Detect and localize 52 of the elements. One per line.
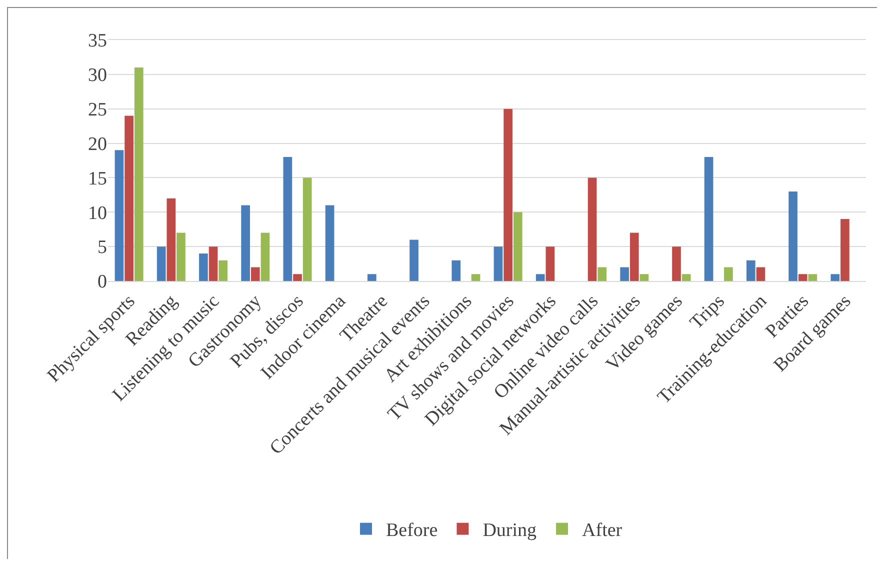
bar: [176, 232, 186, 281]
bar: [598, 267, 607, 281]
bar: [746, 260, 756, 281]
bar: [166, 198, 176, 281]
bar: [724, 267, 733, 281]
y-tick-label: 30: [88, 65, 107, 86]
bar: [471, 274, 480, 281]
bar: [830, 274, 840, 281]
y-tick-label: 25: [88, 100, 107, 121]
legend-label: Before: [386, 520, 438, 542]
bar: [630, 232, 639, 281]
bar: [199, 253, 208, 281]
legend-label: After: [582, 520, 623, 542]
bar: [260, 232, 270, 281]
bar: [620, 267, 629, 281]
bar: [302, 178, 312, 281]
bar: [536, 274, 545, 281]
bar: [546, 246, 555, 281]
bar: [218, 260, 228, 281]
bar: [798, 274, 808, 281]
y-tick-label: 20: [88, 134, 107, 155]
bar: [808, 274, 818, 281]
bar: [756, 267, 766, 281]
bar: [682, 274, 691, 281]
bar: [134, 68, 144, 281]
bar: [640, 274, 649, 281]
bar: [513, 212, 522, 281]
bar: [124, 116, 134, 281]
bar: [250, 267, 260, 281]
y-tick-label: 0: [98, 272, 107, 293]
bar: [494, 246, 503, 281]
bar: [840, 219, 850, 281]
bar: [788, 191, 798, 281]
bar: [208, 246, 218, 281]
bar: [283, 157, 292, 281]
y-tick-label: 15: [88, 168, 107, 190]
bar: [114, 150, 124, 281]
bar: [588, 178, 597, 281]
y-tick-label: 10: [88, 202, 107, 224]
bar: [293, 274, 302, 281]
bar: [367, 274, 376, 281]
bar: [410, 240, 418, 281]
y-tick-label: 35: [88, 30, 107, 52]
bar: [504, 108, 512, 281]
bar: [241, 205, 250, 281]
bar: [325, 205, 334, 281]
bar: [704, 157, 714, 281]
bar: [452, 260, 461, 281]
bar: [672, 246, 681, 281]
bar: [156, 246, 166, 281]
legend-label: During: [482, 520, 538, 542]
y-tick-label: 5: [98, 237, 107, 258]
